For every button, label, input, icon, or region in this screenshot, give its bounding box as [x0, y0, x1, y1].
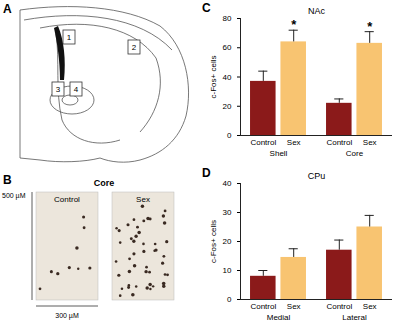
html-text:D: D — [202, 166, 211, 180]
svg-text:c-Fos+ cells: c-Fos+ cells — [209, 220, 218, 263]
svg-text:20: 20 — [223, 237, 232, 246]
svg-text:Sex: Sex — [136, 195, 150, 204]
svg-text:60: 60 — [223, 43, 232, 52]
svg-text:Sex: Sex — [287, 138, 301, 147]
svg-text:Control: Control — [250, 138, 276, 147]
svg-text:40: 40 — [223, 73, 232, 82]
svg-text:CPu: CPu — [308, 171, 326, 181]
svg-text:Sex: Sex — [363, 302, 377, 311]
svg-text:c-Fos+ cells: c-Fos+ cells — [209, 56, 218, 99]
svg-text:80: 80 — [223, 14, 232, 23]
svg-text:Control: Control — [54, 195, 80, 204]
svg-text:1: 1 — [67, 33, 72, 42]
svg-text:20: 20 — [223, 102, 232, 111]
svg-text:10: 10 — [223, 266, 232, 275]
svg-text:Shell: Shell — [270, 149, 288, 158]
svg-text:3: 3 — [56, 85, 61, 94]
svg-text:4: 4 — [74, 85, 79, 94]
svg-text:0: 0 — [227, 131, 232, 140]
svg-text:2: 2 — [132, 43, 137, 52]
html-text:C: C — [202, 1, 211, 15]
svg-text:Control: Control — [250, 302, 276, 311]
svg-text:Control: Control — [326, 302, 352, 311]
svg-text:B: B — [3, 173, 12, 187]
svg-text:A: A — [3, 2, 12, 16]
svg-text:40: 40 — [223, 179, 232, 188]
svg-text:30: 30 — [223, 208, 232, 217]
svg-text:NAc: NAc — [308, 6, 326, 16]
svg-text:Lateral: Lateral — [342, 313, 367, 322]
svg-text:Core: Core — [94, 178, 115, 188]
svg-text:*: * — [291, 17, 297, 32]
svg-text:300 µM: 300 µM — [55, 312, 79, 320]
svg-text:Medial: Medial — [267, 313, 291, 322]
svg-text:Sex: Sex — [363, 138, 377, 147]
svg-text:*: * — [367, 19, 373, 34]
svg-text:0: 0 — [227, 295, 232, 304]
svg-text:500 µM: 500 µM — [2, 192, 26, 200]
svg-text:Core: Core — [346, 149, 364, 158]
svg-text:Control: Control — [326, 138, 352, 147]
svg-text:Sex: Sex — [287, 302, 301, 311]
